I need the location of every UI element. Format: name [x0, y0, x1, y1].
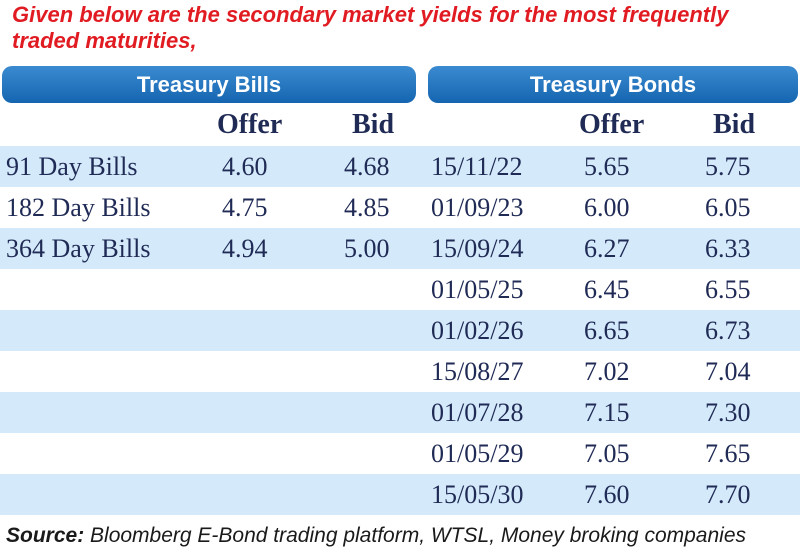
bond-offer: 6.45 — [584, 275, 630, 304]
row-band — [0, 392, 800, 433]
bond-bid: 7.30 — [705, 398, 751, 427]
bond-bid: 7.65 — [705, 439, 751, 468]
row-band — [0, 474, 800, 515]
bond-maturity: 15/11/22 — [431, 152, 523, 181]
bond-offer: 7.05 — [584, 439, 630, 468]
bond-offer: 7.02 — [584, 357, 630, 386]
source-text: Bloomberg E-Bond trading platform, WTSL,… — [84, 524, 746, 547]
row-band — [0, 269, 800, 310]
bill-offer: 4.75 — [222, 193, 268, 222]
bond-bid: 6.33 — [705, 234, 751, 263]
bill-label: 364 Day Bills — [6, 234, 151, 263]
bond-maturity: 15/09/24 — [431, 234, 524, 263]
bond-maturity: 01/07/28 — [431, 398, 524, 427]
row-band — [0, 351, 800, 392]
bond-bid: 7.70 — [705, 480, 751, 509]
bill-bid: 5.00 — [344, 234, 390, 263]
bond-bid: 6.05 — [705, 193, 751, 222]
bond-maturity: 01/05/25 — [431, 275, 524, 304]
bond-maturity: 01/05/29 — [431, 439, 524, 468]
bill-label: 182 Day Bills — [6, 193, 151, 222]
bond-offer: 7.60 — [584, 480, 630, 509]
bonds-offer-header: Offer — [579, 109, 645, 140]
intro-text: Given below are the secondary market yie… — [12, 2, 729, 53]
bill-offer: 4.60 — [222, 152, 268, 181]
bond-bid: 6.55 — [705, 275, 751, 304]
bonds-bid-header: Bid — [713, 109, 756, 140]
bills-offer-header: Offer — [217, 109, 283, 140]
row-band — [0, 187, 800, 228]
bill-label: 91 Day Bills — [6, 152, 138, 181]
bond-offer: 6.27 — [584, 234, 630, 263]
bond-bid: 7.04 — [705, 357, 751, 386]
bill-bid: 4.68 — [344, 152, 390, 181]
bond-maturity: 15/05/30 — [431, 480, 524, 509]
bond-offer: 7.15 — [584, 398, 630, 427]
bill-bid: 4.85 — [344, 193, 390, 222]
bond-offer: 6.00 — [584, 193, 630, 222]
treasury-bills-header: Treasury Bills — [2, 66, 416, 103]
bond-maturity: 01/09/23 — [431, 193, 524, 222]
bills-bid-header: Bid — [352, 109, 395, 140]
row-band — [0, 146, 800, 187]
bond-maturity: 15/08/27 — [431, 357, 524, 386]
treasury-bonds-header: Treasury Bonds — [428, 66, 798, 103]
bond-bid: 6.73 — [705, 316, 751, 345]
source-label: Source: — [6, 524, 85, 547]
bill-offer: 4.94 — [222, 234, 268, 263]
row-band — [0, 433, 800, 474]
bond-bid: 5.75 — [705, 152, 751, 181]
row-band — [0, 228, 800, 269]
bond-offer: 6.65 — [584, 316, 630, 345]
bond-maturity: 01/02/26 — [431, 316, 524, 345]
source-note: Source: Bloomberg E-Bond trading platfor… — [6, 522, 796, 550]
bond-offer: 5.65 — [584, 152, 630, 181]
row-band — [0, 310, 800, 351]
